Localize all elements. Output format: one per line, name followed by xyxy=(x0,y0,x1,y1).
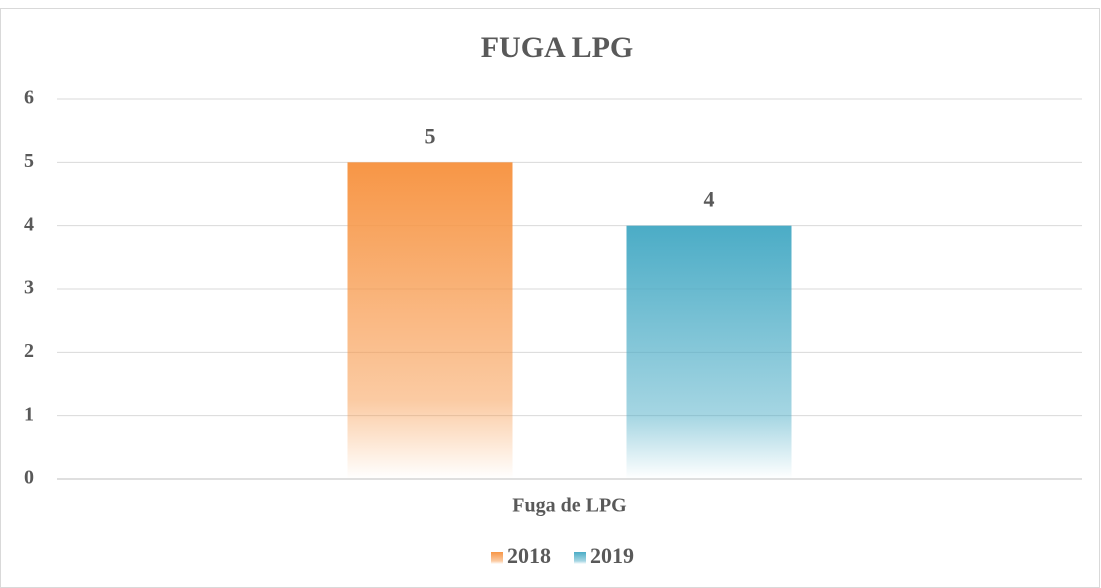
legend-swatch xyxy=(491,552,503,564)
chart-border xyxy=(0,8,1100,588)
y-tick-label: 2 xyxy=(24,340,34,362)
y-tick-label: 4 xyxy=(24,213,34,235)
y-tick-label: 0 xyxy=(24,467,34,489)
chart-title: FUGA LPG xyxy=(481,31,634,64)
data-label: 4 xyxy=(704,187,715,212)
legend-label: 2019 xyxy=(590,543,634,568)
x-tick-label: Fuga de LPG xyxy=(512,495,627,517)
legend-label: 2018 xyxy=(507,543,551,568)
y-tick-label: 1 xyxy=(24,403,34,425)
y-tick-label: 6 xyxy=(24,87,34,109)
y-tick-label: 3 xyxy=(24,277,34,299)
legend-swatch xyxy=(574,552,586,564)
bar xyxy=(347,162,513,480)
bar xyxy=(626,225,792,479)
y-tick-label: 5 xyxy=(24,150,34,172)
data-label: 5 xyxy=(425,123,436,148)
